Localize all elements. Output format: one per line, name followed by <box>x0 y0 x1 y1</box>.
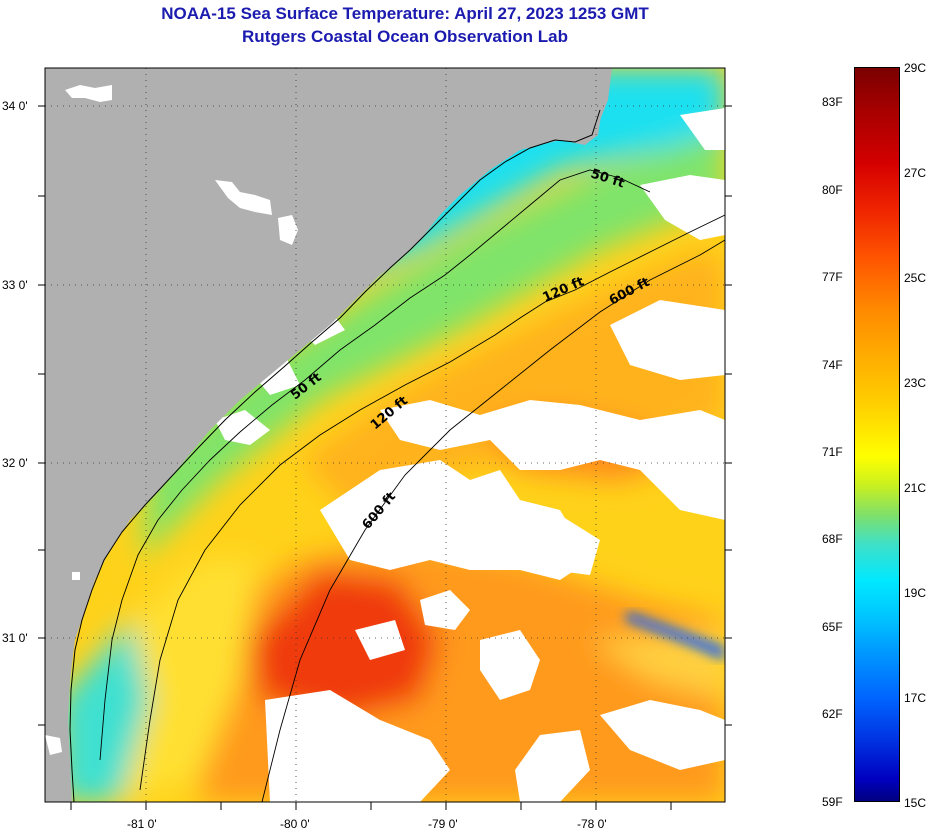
colorbar-label-f: 65F <box>822 620 843 634</box>
colorbar-label-c: 19C <box>904 586 927 600</box>
longitude-label: -81 0' <box>127 817 157 831</box>
latitude-label: 32 0' <box>2 456 28 470</box>
colorbar-label-f: 62F <box>822 707 843 721</box>
plot-frame <box>44 67 726 803</box>
colorbar-label-c: 29C <box>904 61 927 75</box>
colorbar-label-f: 80F <box>822 183 843 197</box>
land-mass <box>45 68 602 802</box>
colorbar-label-c: 23C <box>904 376 927 390</box>
cool-filament <box>625 612 725 660</box>
inland-gaps <box>45 85 298 755</box>
colorbar-label-c: 27C <box>904 166 927 180</box>
graticule <box>45 68 725 802</box>
land-sliver <box>600 68 612 120</box>
colorbar-label-c: 15C <box>904 796 927 810</box>
colorbar-label-f: 77F <box>822 270 843 284</box>
temperature-colorbar <box>854 67 900 802</box>
longitude-label: -78 0' <box>577 817 607 831</box>
axis-ticks <box>38 105 732 810</box>
latitude-label: 34 0' <box>2 99 28 113</box>
depth-contours <box>99 169 725 802</box>
colorbar-label-f: 71F <box>822 445 843 459</box>
longitude-label: -79 0' <box>428 817 458 831</box>
longitude-label: -80 0' <box>280 817 310 831</box>
colorbar-label-c: 25C <box>904 271 927 285</box>
map-title: NOAA-15 Sea Surface Temperature: April 2… <box>161 4 649 23</box>
colorbar-label-c: 17C <box>904 691 927 705</box>
coastline <box>69 109 601 802</box>
colorbar-label-f: 59F <box>822 795 843 809</box>
colorbar-label-f: 74F <box>822 358 843 372</box>
colorbar-label-c: 21C <box>904 481 927 495</box>
latitude-label: 31 0' <box>2 631 28 645</box>
latitude-label: 33 0' <box>2 278 28 292</box>
colorbar-label-f: 83F <box>822 95 843 109</box>
cloud-mask <box>215 108 725 802</box>
colorbar-label-f: 68F <box>822 532 843 546</box>
map-subtitle: Rutgers Coastal Ocean Observation Lab <box>242 27 568 46</box>
